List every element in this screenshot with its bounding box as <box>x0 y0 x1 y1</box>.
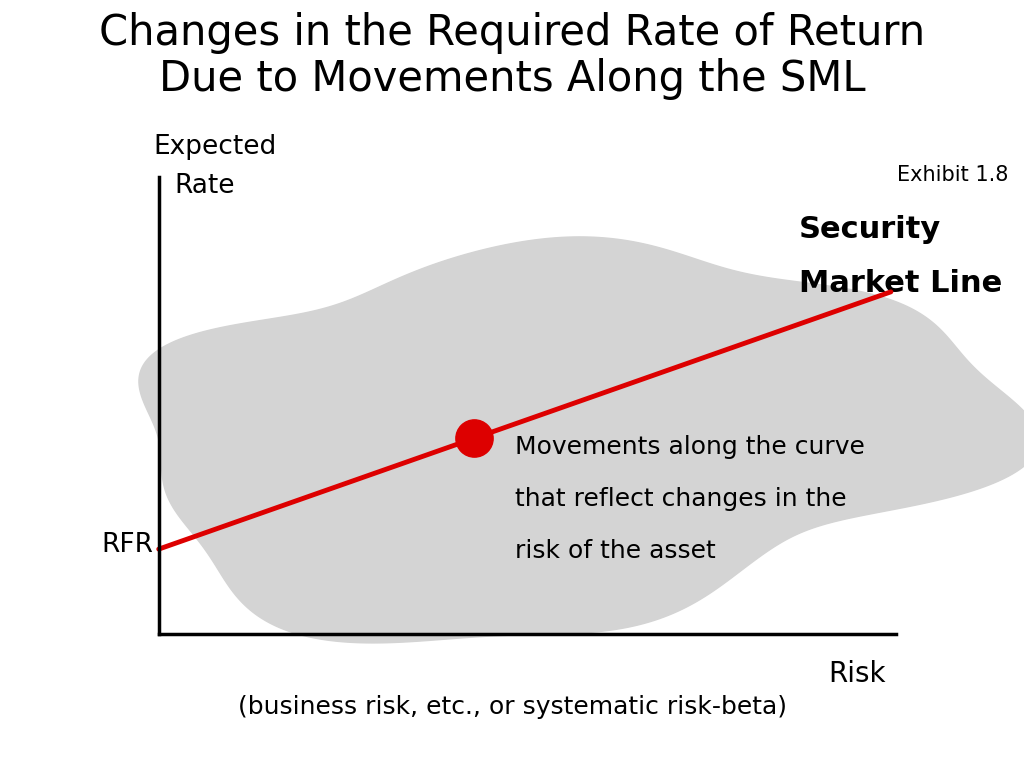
Text: that reflect changes in the: that reflect changes in the <box>514 487 846 511</box>
Text: Movements along the curve: Movements along the curve <box>514 435 864 458</box>
Text: Changes in the Required Rate of Return: Changes in the Required Rate of Return <box>99 12 925 54</box>
Text: Market Line: Market Line <box>799 269 1001 298</box>
Polygon shape <box>139 237 1024 643</box>
Text: Security: Security <box>799 215 941 244</box>
Point <box>465 432 481 445</box>
Text: Exhibit 1.8: Exhibit 1.8 <box>897 165 1009 185</box>
Text: RFR: RFR <box>101 532 154 558</box>
Text: Expected: Expected <box>154 134 276 161</box>
Text: (business risk, etc., or systematic risk-beta): (business risk, etc., or systematic risk… <box>238 695 786 719</box>
Text: risk of the asset: risk of the asset <box>514 539 715 563</box>
Text: Rate: Rate <box>174 173 234 199</box>
Text: Risk: Risk <box>828 660 886 688</box>
Text: Due to Movements Along the SML: Due to Movements Along the SML <box>159 58 865 100</box>
